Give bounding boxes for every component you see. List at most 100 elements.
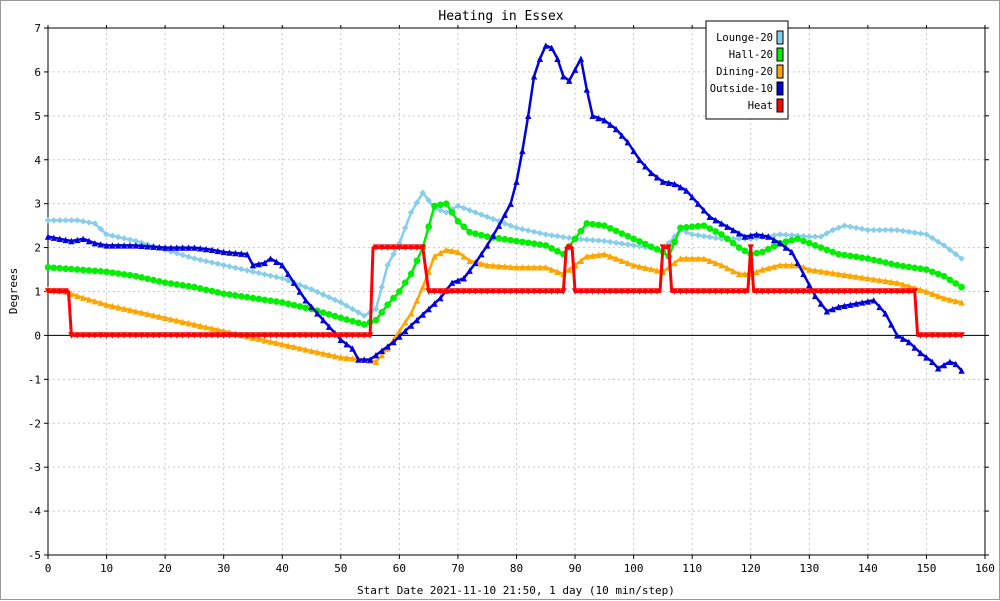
marker-dining-20: [729, 267, 737, 275]
marker-heat: [542, 288, 549, 295]
marker-dining-20: [91, 297, 99, 305]
x-tick-label: 20: [159, 562, 172, 575]
marker-hall-20: [876, 257, 883, 265]
marker-heat: [97, 332, 104, 339]
marker-hall-20: [249, 294, 257, 302]
marker-heat: [466, 288, 473, 295]
marker-dining-20: [267, 338, 274, 345]
marker-dining-20: [302, 346, 309, 353]
chart-title: Heating in Essex: [438, 9, 563, 24]
marker-heat: [144, 332, 151, 339]
marker-heat: [788, 288, 795, 295]
marker-hall-20: [530, 240, 538, 247]
marker-heat: [665, 244, 672, 251]
marker-outside-10: [126, 242, 134, 249]
marker-hall-20: [718, 231, 725, 238]
marker-hall-20: [618, 230, 626, 237]
marker-outside-10: [624, 138, 631, 146]
marker-heat: [917, 332, 924, 339]
marker-dining-20: [85, 296, 93, 303]
marker-hall-20: [290, 301, 298, 309]
marker-dining-20: [378, 351, 386, 359]
marker-hall-20: [454, 217, 462, 225]
marker-dining-20: [811, 267, 819, 274]
marker-heat: [372, 244, 380, 251]
marker-dining-20: [601, 250, 608, 258]
marker-heat: [870, 288, 877, 295]
marker-lounge-20: [923, 231, 930, 238]
marker-lounge-20: [940, 242, 948, 249]
marker-outside-10: [647, 169, 655, 177]
marker-dining-20: [167, 315, 175, 323]
marker-outside-10: [378, 347, 386, 354]
marker-hall-20: [548, 245, 555, 252]
marker-heat: [325, 332, 333, 339]
marker-outside-10: [653, 174, 661, 181]
marker-outside-10: [109, 242, 116, 249]
marker-hall-20: [232, 292, 239, 299]
marker-lounge-20: [472, 209, 479, 216]
marker-outside-10: [372, 351, 380, 359]
marker-dining-20: [759, 266, 766, 273]
marker-outside-10: [589, 112, 596, 120]
marker-outside-10: [343, 341, 350, 348]
marker-dining-20: [548, 266, 555, 273]
marker-hall-20: [56, 264, 64, 272]
marker-hall-20: [788, 236, 796, 244]
marker-lounge-20: [232, 264, 239, 271]
marker-outside-10: [688, 193, 696, 201]
marker-outside-10: [150, 243, 157, 250]
marker-outside-10: [671, 180, 678, 188]
marker-heat: [718, 288, 725, 295]
marker-lounge-20: [530, 228, 538, 235]
marker-lounge-20: [700, 232, 708, 240]
marker-heat: [724, 288, 731, 295]
marker-outside-10: [806, 281, 813, 289]
marker-dining-20: [413, 297, 421, 304]
marker-lounge-20: [425, 197, 432, 204]
marker-lounge-20: [776, 231, 784, 238]
marker-dining-20: [150, 312, 157, 319]
marker-lounge-20: [443, 209, 450, 216]
marker-heat: [847, 288, 854, 295]
marker-outside-10: [899, 335, 907, 342]
marker-lounge-20: [115, 233, 122, 241]
marker-heat: [753, 288, 760, 295]
marker-heat: [413, 244, 421, 251]
marker-hall-20: [806, 239, 813, 247]
legend-swatch-heat: [776, 98, 784, 113]
marker-hall-20: [513, 237, 520, 245]
marker-lounge-20: [378, 283, 386, 291]
marker-lounge-20: [835, 224, 842, 232]
marker-hall-20: [120, 271, 128, 278]
marker-heat: [179, 332, 186, 339]
marker-outside-10: [507, 200, 514, 207]
marker-hall-20: [934, 270, 942, 278]
marker-heat: [220, 332, 227, 339]
marker-hall-20: [44, 264, 52, 271]
marker-hall-20: [261, 296, 268, 304]
marker-heat: [642, 288, 649, 295]
marker-dining-20: [279, 341, 286, 348]
marker-outside-10: [852, 300, 860, 307]
marker-heat: [495, 288, 503, 295]
marker-lounge-20: [220, 261, 227, 269]
marker-dining-20: [542, 264, 549, 271]
marker-dining-20: [448, 247, 456, 255]
marker-outside-10: [817, 300, 825, 307]
marker-dining-20: [443, 246, 450, 253]
marker-outside-10: [179, 244, 186, 251]
marker-hall-20: [811, 242, 819, 249]
marker-outside-10: [161, 244, 169, 251]
marker-heat: [443, 288, 450, 295]
marker-outside-10: [384, 343, 391, 350]
marker-lounge-20: [296, 281, 304, 289]
marker-lounge-20: [911, 229, 918, 236]
marker-outside-10: [835, 303, 842, 311]
marker-lounge-20: [120, 235, 128, 242]
marker-lounge-20: [519, 225, 526, 233]
marker-hall-20: [466, 228, 473, 236]
marker-hall-20: [893, 261, 901, 269]
marker-hall-20: [191, 283, 198, 291]
marker-outside-10: [68, 237, 75, 245]
